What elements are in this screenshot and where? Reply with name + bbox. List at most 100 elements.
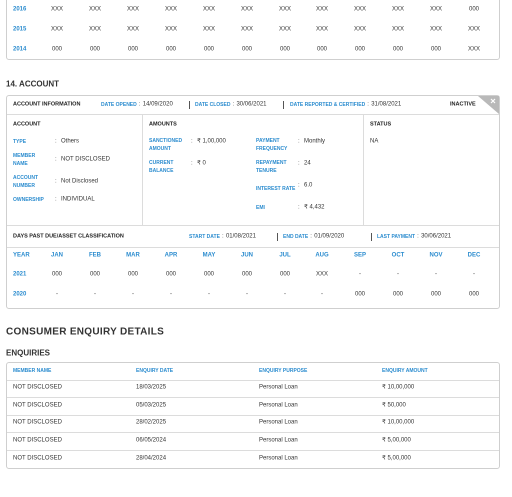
field-value: 6.0 — [304, 182, 313, 189]
field-value: ₹ 4,432 — [304, 204, 325, 211]
separator — [298, 183, 300, 190]
cell: 000 — [354, 46, 366, 53]
close-x — [490, 98, 496, 104]
section-title: CONSUMER ENQUIRY DETAILS — [6, 326, 165, 338]
column-header: ENQUIRY PURPOSE — [259, 368, 308, 374]
cell: - — [94, 291, 96, 298]
cell: XXX — [202, 6, 216, 13]
separator — [417, 234, 419, 241]
cell: - — [284, 291, 286, 298]
divider — [7, 380, 499, 381]
separator — [298, 161, 300, 168]
separator — [283, 101, 284, 109]
cell: 000 — [127, 46, 139, 53]
separator — [191, 139, 193, 146]
cell: 000 — [89, 46, 101, 53]
date-value: 01/08/2021 — [225, 233, 256, 240]
date-label: LAST PAYMENT — [377, 234, 416, 240]
field-label: ACCOUNT NUMBER — [13, 175, 38, 189]
cell: 000 — [279, 46, 291, 53]
cell: - — [397, 271, 399, 278]
field-label: MEMBER NAME — [13, 153, 36, 167]
cell: 000 — [468, 291, 480, 298]
separator — [298, 205, 300, 212]
row-divider — [7, 450, 499, 451]
field-value: 24 — [304, 160, 311, 167]
cell: ₹ 50,000 — [382, 402, 406, 409]
date-value: 01/09/2020 — [314, 233, 345, 240]
cell: XXX — [240, 6, 254, 13]
separator — [371, 233, 372, 241]
year: 2021 — [13, 271, 27, 278]
date-label: DATE REPORTED & CERTIFIED — [290, 102, 366, 108]
cell: XXX — [164, 26, 178, 33]
year: 2014 — [13, 46, 27, 53]
cell: - — [473, 271, 475, 278]
separator — [367, 102, 369, 109]
column-title: AMOUNTS — [149, 121, 177, 128]
separator — [55, 197, 57, 204]
column-header: AUG — [315, 252, 329, 259]
column-header: ENQUIRY DATE — [136, 368, 174, 374]
cell: XXX — [315, 271, 329, 278]
cell: - — [246, 291, 248, 298]
cell: 000 — [51, 271, 63, 278]
cell: XXX — [164, 6, 178, 13]
cell: - — [321, 291, 323, 298]
date-label: DATE CLOSED — [195, 102, 231, 108]
column-header: YEAR — [13, 252, 30, 259]
cell: 28/02/2025 — [136, 419, 167, 426]
divider — [7, 225, 499, 226]
cell: XXX — [391, 26, 405, 33]
date-label: DATE OPENED — [101, 102, 137, 108]
cell: 000 — [241, 271, 253, 278]
cell: 000 — [430, 291, 442, 298]
cell: XXX — [467, 46, 481, 53]
column-header: NOV — [429, 252, 443, 259]
cell: 06/05/2024 — [136, 437, 167, 444]
cell: XXX — [353, 26, 367, 33]
separator — [232, 102, 234, 109]
cell: 000 — [127, 271, 139, 278]
cell: 18/03/2025 — [136, 384, 167, 391]
cell: 000 — [203, 46, 215, 53]
close-icon[interactable] — [478, 96, 499, 114]
cell: XXX — [126, 26, 140, 33]
row-divider — [7, 432, 499, 433]
cell: 000 — [392, 291, 404, 298]
cell: NOT DISCLOSED — [13, 402, 62, 409]
corner — [478, 96, 499, 114]
cell: NOT DISCLOSED — [13, 455, 62, 462]
column-header: FEB — [89, 252, 101, 259]
cell: XXX — [50, 26, 64, 33]
account-box — [6, 95, 500, 309]
separator — [189, 101, 190, 109]
column-header: SEP — [353, 252, 367, 259]
cell: 000 — [203, 271, 215, 278]
cell: Personal Loan — [259, 437, 298, 444]
column-title: ACCOUNT — [13, 121, 41, 128]
cell: XXX — [429, 26, 443, 33]
cell: - — [170, 291, 172, 298]
row-divider — [7, 415, 499, 416]
separator — [55, 179, 57, 186]
column-header: DEC — [467, 252, 481, 259]
field-label: TYPE — [13, 139, 27, 145]
field-label: EMI — [256, 205, 265, 211]
cell: - — [56, 291, 58, 298]
subsection-title: ENQUIRIES — [6, 348, 51, 358]
separator — [139, 102, 141, 109]
cell: Personal Loan — [259, 455, 298, 462]
cell: 28/04/2024 — [136, 455, 167, 462]
field-value: ₹ 1,00,000 — [197, 138, 226, 145]
divider — [142, 115, 143, 225]
date-value: 31/08/2021 — [371, 101, 402, 108]
field-value: Others — [61, 138, 80, 145]
cell: Personal Loan — [259, 419, 298, 426]
cell: 000 — [430, 46, 442, 53]
cell: XXX — [88, 6, 102, 13]
separator — [222, 234, 224, 241]
cell: XXX — [240, 26, 254, 33]
cell: 000 — [316, 46, 328, 53]
cell: XXX — [315, 26, 329, 33]
